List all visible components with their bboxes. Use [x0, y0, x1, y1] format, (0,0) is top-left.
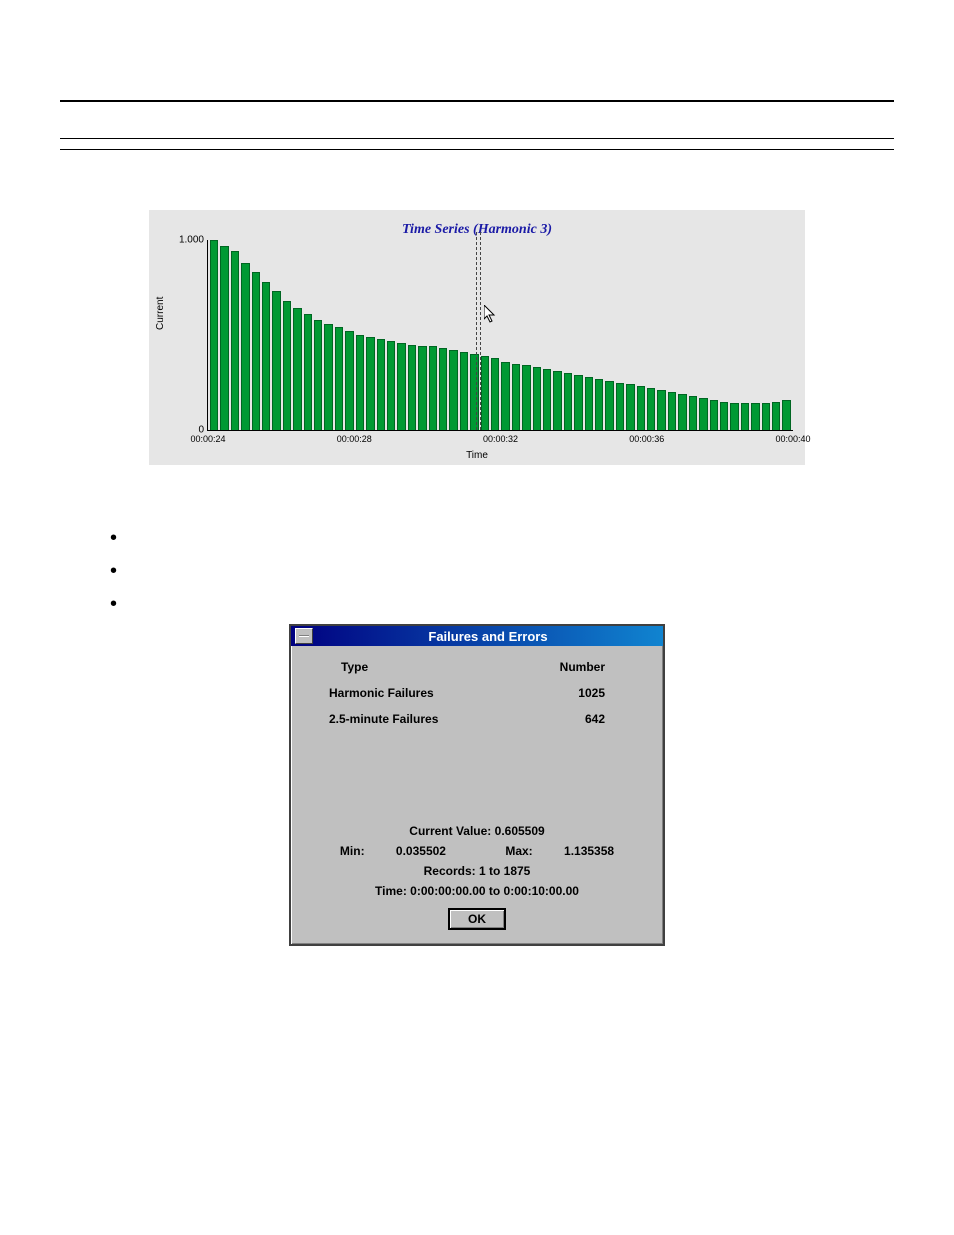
column-header-type: Type [341, 660, 368, 674]
chart-bar [241, 263, 249, 430]
failure-number: 642 [585, 712, 605, 726]
failure-type: Harmonic Failures [329, 686, 434, 700]
divider [60, 138, 894, 139]
chart-bar [730, 403, 738, 430]
chart-cursor-line[interactable] [476, 232, 477, 430]
chart-bar [595, 379, 603, 430]
records-line: Records: 1 to 1875 [309, 864, 645, 878]
chart-bar [481, 356, 489, 430]
chart-bar [460, 352, 468, 430]
chart-bar [335, 327, 343, 430]
chart-bar [231, 251, 239, 430]
chart-x-axis-label: Time [149, 450, 805, 461]
dialog-title: Failures and Errors [317, 629, 659, 644]
chart-bar [252, 272, 260, 430]
list-item [110, 525, 894, 548]
chart-bar [689, 396, 697, 430]
chart-bar [522, 365, 530, 430]
chart-bar [720, 402, 728, 431]
bullet-list [110, 525, 894, 614]
chart-bar [293, 308, 301, 430]
chart-plot-area[interactable]: 01.00000:00:2400:00:2800:00:3200:00:3600… [207, 240, 793, 431]
list-item [110, 591, 894, 614]
table-row: 2.5-minute Failures 642 [309, 706, 645, 732]
dialog-titlebar[interactable]: Failures and Errors [291, 626, 663, 646]
chart-bar [439, 348, 447, 430]
chart-bar [262, 282, 270, 430]
min-max-line: Min: 0.035502 Max: 1.135358 [309, 844, 645, 858]
time-series-chart[interactable]: Time Series (Harmonic 3) Current Time 01… [149, 210, 805, 465]
x-tick-label: 00:00:24 [190, 434, 225, 444]
chart-bar [470, 354, 478, 430]
chart-bar [345, 331, 353, 430]
chart-bar [699, 398, 707, 430]
failure-type: 2.5-minute Failures [329, 712, 438, 726]
x-tick-label: 00:00:40 [775, 434, 810, 444]
chart-bar [429, 346, 437, 430]
dialog-column-headers: Type Number [309, 654, 645, 680]
chart-bar [324, 324, 332, 430]
table-row: Harmonic Failures 1025 [309, 680, 645, 706]
time-range-line: Time: 0:00:00:00.00 to 0:00:10:00.00 [309, 884, 645, 898]
chart-bar [616, 383, 624, 431]
chart-bar [574, 375, 582, 430]
chart-bar [397, 343, 405, 430]
chart-bar [366, 337, 374, 430]
chart-y-axis-label: Current [155, 297, 166, 330]
list-item [110, 558, 894, 581]
chart-bar [564, 373, 572, 430]
chart-bar [272, 291, 280, 430]
y-tick-label: 1.000 [179, 235, 204, 246]
chart-bar [710, 400, 718, 430]
system-menu-icon[interactable] [295, 628, 313, 644]
chart-bar [356, 335, 364, 430]
chart-bar [512, 364, 520, 431]
chart-cursor-line [480, 232, 481, 430]
column-header-number: Number [560, 660, 605, 674]
chart-bar [637, 386, 645, 430]
chart-title: Time Series (Harmonic 3) [149, 222, 805, 238]
chart-bar [782, 400, 790, 430]
chart-bar [449, 350, 457, 430]
chart-bar [304, 314, 312, 430]
page: Time Series (Harmonic 3) Current Time 01… [0, 0, 954, 1026]
chart-bar [283, 301, 291, 430]
current-value-line: Current Value: 0.605509 [309, 824, 645, 838]
ok-button[interactable]: OK [448, 908, 506, 930]
divider [60, 149, 894, 150]
divider [60, 100, 894, 102]
chart-bar [626, 384, 634, 430]
chart-bar [501, 362, 509, 430]
chart-bar [387, 341, 395, 430]
chart-bar [741, 403, 749, 430]
failure-number: 1025 [578, 686, 605, 700]
chart-bar [553, 371, 561, 430]
chart-bars [208, 240, 793, 430]
chart-bar [647, 388, 655, 430]
x-tick-label: 00:00:32 [483, 434, 518, 444]
dialog-body: Type Number Harmonic Failures 1025 2.5-m… [291, 646, 663, 944]
chart-bar [668, 392, 676, 430]
chart-bar [772, 402, 780, 431]
x-tick-label: 00:00:36 [629, 434, 664, 444]
chart-bar [678, 394, 686, 430]
chart-bar [762, 403, 770, 430]
x-tick-label: 00:00:28 [337, 434, 372, 444]
chart-bar [533, 367, 541, 430]
chart-bar [377, 339, 385, 430]
chart-bar [408, 345, 416, 431]
chart-bar [491, 358, 499, 430]
chart-bar [314, 320, 322, 430]
chart-bar [543, 369, 551, 430]
chart-bar [751, 403, 759, 430]
failures-dialog: Failures and Errors Type Number Harmonic… [289, 624, 665, 946]
chart-bar [418, 346, 426, 430]
chart-bar [220, 246, 228, 430]
chart-bar [657, 390, 665, 430]
chart-bar [585, 377, 593, 430]
chart-bar [605, 381, 613, 430]
chart-bar [210, 240, 218, 430]
